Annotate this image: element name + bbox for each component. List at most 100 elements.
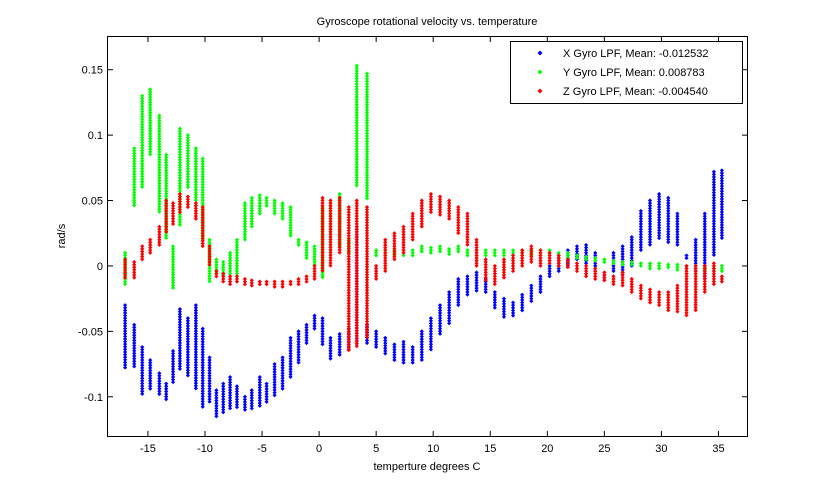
data-point — [346, 285, 351, 290]
data-point — [207, 249, 212, 254]
data-point — [157, 237, 162, 242]
plot-frame — [107, 36, 748, 437]
data-point — [638, 221, 643, 227]
data-point — [221, 399, 226, 404]
data-point — [214, 269, 219, 274]
data-point — [328, 211, 333, 216]
data-point — [312, 323, 317, 329]
data-point — [140, 378, 145, 383]
data-point — [702, 284, 707, 289]
data-point — [170, 201, 176, 206]
data-point — [242, 397, 248, 402]
data-point — [629, 287, 634, 292]
data-point — [638, 291, 643, 296]
data-point — [207, 376, 212, 381]
data-point — [354, 211, 359, 216]
data-point — [719, 186, 724, 191]
data-point — [148, 386, 153, 391]
data-point — [234, 250, 240, 255]
data-point — [657, 210, 662, 215]
data-point — [207, 271, 212, 276]
data-point — [629, 237, 634, 242]
data-point — [410, 211, 415, 216]
data-point — [328, 250, 333, 255]
data-point — [296, 240, 301, 245]
data-point — [629, 279, 634, 284]
data-point — [157, 242, 162, 247]
data-point — [221, 404, 226, 410]
data-point — [234, 261, 240, 266]
data-point — [647, 300, 653, 305]
data-point — [346, 272, 351, 277]
data-point — [711, 229, 717, 234]
data-point — [428, 202, 434, 207]
data-point — [547, 253, 552, 258]
data-point — [242, 276, 248, 282]
data-point — [437, 326, 443, 331]
data-point — [140, 249, 145, 254]
data-point — [364, 246, 370, 251]
data-point — [529, 293, 534, 299]
x-tick-label: -5 — [257, 443, 267, 455]
data-point — [410, 224, 415, 229]
data-point — [140, 344, 145, 350]
data-point — [185, 202, 190, 207]
data-point — [132, 333, 137, 338]
data-point — [221, 271, 226, 276]
data-point — [711, 195, 717, 200]
data-point — [474, 263, 479, 268]
data-point — [520, 295, 525, 300]
data-point — [684, 253, 689, 258]
data-point — [157, 152, 162, 157]
data-point — [647, 232, 653, 237]
data-point — [170, 361, 176, 367]
data-point — [337, 195, 342, 201]
data-point — [320, 247, 325, 253]
data-point — [437, 194, 443, 199]
data-point — [719, 228, 724, 233]
data-point — [364, 256, 370, 262]
data-point — [483, 289, 488, 295]
data-point — [296, 360, 301, 365]
data-point — [354, 208, 359, 214]
data-point — [304, 242, 309, 248]
data-point — [501, 253, 507, 258]
data-point — [711, 250, 717, 255]
data-point — [140, 184, 145, 189]
data-point — [164, 203, 169, 208]
data-point — [437, 210, 443, 215]
data-point — [164, 163, 169, 168]
data-point — [538, 248, 543, 253]
data-point — [140, 174, 145, 179]
data-point — [401, 253, 406, 258]
data-point — [574, 246, 580, 252]
data-point — [428, 323, 434, 329]
data-point — [647, 242, 653, 247]
data-point — [288, 351, 293, 356]
data-point — [328, 343, 333, 348]
data-point — [565, 253, 570, 258]
data-point — [693, 271, 698, 276]
data-point — [428, 204, 434, 210]
data-point — [221, 397, 226, 402]
data-point — [207, 394, 212, 399]
data-point — [702, 229, 707, 234]
data-point — [132, 177, 137, 182]
data-point — [456, 295, 461, 300]
legend-entry: Y Gyro LPF, Mean: 0.008783 — [563, 67, 705, 79]
data-point — [364, 236, 370, 241]
data-point — [501, 248, 507, 253]
data-point — [702, 271, 707, 276]
data-point — [666, 227, 671, 232]
data-point — [234, 253, 240, 258]
data-point — [593, 271, 598, 276]
data-point — [164, 201, 169, 206]
data-point — [200, 233, 205, 238]
data-point — [383, 340, 388, 346]
data-point — [320, 316, 325, 321]
data-point — [383, 242, 388, 248]
data-point — [320, 321, 325, 326]
data-point — [242, 405, 248, 410]
data-point — [693, 261, 698, 266]
data-point — [364, 288, 370, 293]
